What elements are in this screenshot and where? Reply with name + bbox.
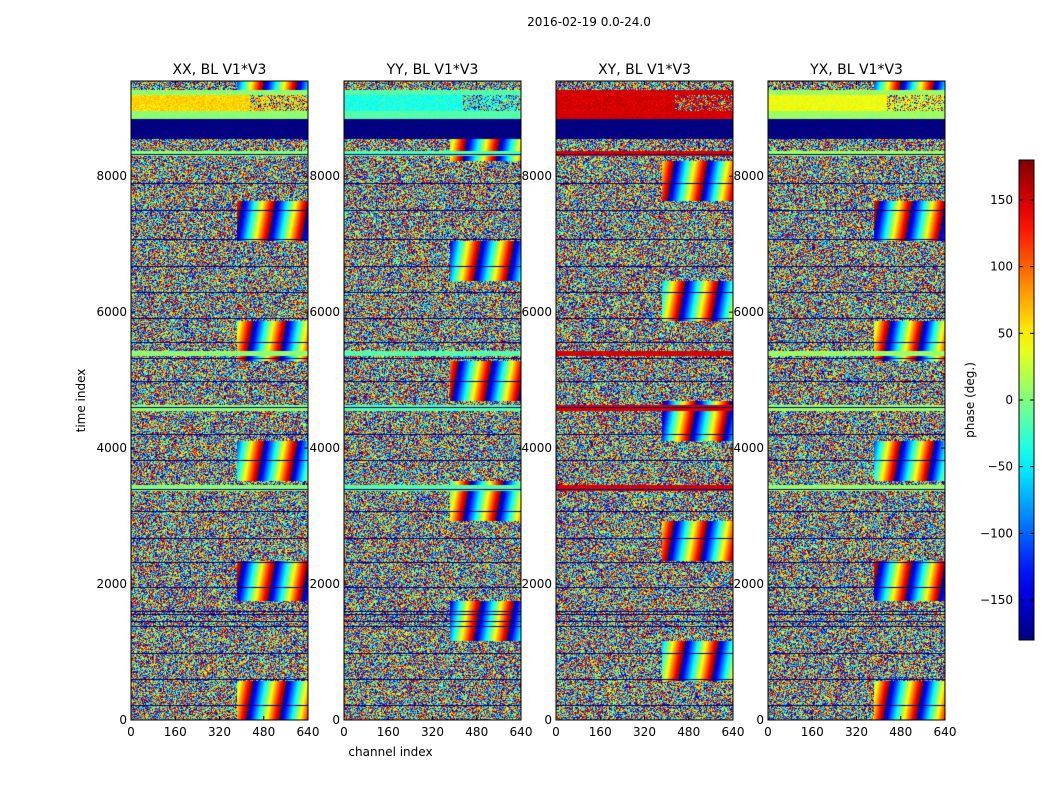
y-tick-label: 6000 — [96, 305, 127, 319]
y-tick-label: 4000 — [309, 441, 340, 455]
x-tick-label: 0 — [340, 725, 348, 739]
x-tick-label: 480 — [677, 725, 700, 739]
panel-xx: XX, BL V1*V3 0 160 320 480 640 0 2000 4000 6000 80… — [74, 62, 319, 739]
x-axis-label: channel index — [348, 745, 432, 759]
y-tick-label: 8000 — [96, 169, 127, 183]
panel-yy: YY, BL V1*V3 0 160 320 480 640 0 2000 4000 6000 80… — [309, 62, 532, 759]
x-tick-label: 320 — [421, 725, 444, 739]
colorbar-tick-label: −100 — [980, 526, 1013, 540]
y-tick-label: 0 — [756, 713, 764, 727]
y-tick-label: 4000 — [521, 441, 552, 455]
y-tick-label: 8000 — [309, 169, 340, 183]
x-tick-label: 640 — [934, 725, 957, 739]
panel-title: XX, BL V1*V3 — [173, 62, 267, 78]
colorbar-label: phase (deg.) — [963, 362, 977, 438]
x-tick-label: 640 — [297, 725, 320, 739]
y-tick-label: 6000 — [521, 305, 552, 319]
panels: XX, BL V1*V3 0 160 320 480 640 0 2000 4000 6000 80… — [74, 62, 956, 759]
y-tick-label: 0 — [544, 713, 552, 727]
x-tick-label: 160 — [164, 725, 187, 739]
x-tick-label: 320 — [208, 725, 231, 739]
x-tick-label: 480 — [889, 725, 912, 739]
y-tick-label: 2000 — [309, 577, 340, 591]
figure-suptitle: 2016-02-19 0.0-24.0 — [527, 15, 651, 29]
colorbar-tick-label: −150 — [980, 593, 1013, 607]
panel-yx: YX, BL V1*V3 0 160 320 480 640 0 2000 4000 6000 80… — [733, 62, 956, 739]
y-axis-label: time index — [74, 369, 88, 433]
x-tick-label: 160 — [377, 725, 400, 739]
panel-title: YX, BL V1*V3 — [809, 62, 903, 78]
y-tick-label: 6000 — [309, 305, 340, 319]
x-tick-label: 0 — [552, 725, 560, 739]
x-tick-label: 0 — [127, 725, 135, 739]
panel-title: XY, BL V1*V3 — [598, 62, 691, 78]
heatmap-image — [768, 81, 945, 720]
x-tick-label: 160 — [801, 725, 824, 739]
y-tick-label: 2000 — [96, 577, 127, 591]
panel-xy: XY, BL V1*V3 0 160 320 480 640 0 2000 4000 6000 80… — [521, 62, 744, 739]
y-tick-label: 2000 — [521, 577, 552, 591]
y-tick-label: 2000 — [733, 577, 764, 591]
x-tick-label: 640 — [510, 725, 533, 739]
x-tick-label: 320 — [633, 725, 656, 739]
colorbar-tick-label: −50 — [988, 460, 1013, 474]
y-tick-label: 8000 — [521, 169, 552, 183]
colorbar-tick-label: 50 — [998, 326, 1013, 340]
y-tick-label: 0 — [332, 713, 340, 727]
colorbar-tick-label: 100 — [990, 260, 1013, 274]
colorbar-tick-label: 150 — [990, 193, 1013, 207]
x-tick-label: 480 — [465, 725, 488, 739]
x-tick-label: 480 — [252, 725, 275, 739]
x-tick-label: 0 — [764, 725, 772, 739]
colorbar-tick-label: 0 — [1005, 393, 1013, 407]
x-tick-label: 160 — [589, 725, 612, 739]
y-tick-label: 8000 — [733, 169, 764, 183]
heatmap-image — [344, 81, 521, 720]
heatmap-image — [131, 81, 308, 720]
colorbar: −150 −100 −50 0 50 100 150 phase (deg.) — [963, 159, 1035, 641]
panel-title: YY, BL V1*V3 — [386, 62, 479, 78]
y-tick-label: 6000 — [733, 305, 764, 319]
y-tick-label: 4000 — [733, 441, 764, 455]
x-tick-label: 640 — [722, 725, 745, 739]
y-tick-label: 4000 — [96, 441, 127, 455]
x-tick-label: 320 — [845, 725, 868, 739]
heatmap-image — [556, 81, 733, 720]
y-tick-label: 0 — [119, 713, 127, 727]
